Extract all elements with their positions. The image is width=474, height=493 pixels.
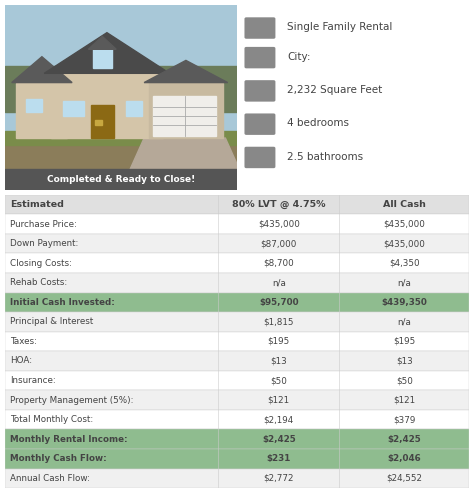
Text: 2,232 Square Feet: 2,232 Square Feet bbox=[287, 85, 383, 95]
Text: Property Management (5%):: Property Management (5%): bbox=[10, 395, 134, 405]
Text: Single Family Rental: Single Family Rental bbox=[287, 22, 392, 32]
Bar bbox=[154, 96, 216, 136]
Text: $195: $195 bbox=[393, 337, 415, 346]
Bar bbox=[5, 429, 469, 449]
Text: HOA:: HOA: bbox=[10, 356, 32, 365]
Text: $24,552: $24,552 bbox=[386, 474, 422, 483]
Text: $50: $50 bbox=[270, 376, 287, 385]
Bar bbox=[5, 449, 469, 468]
Text: $13: $13 bbox=[271, 356, 287, 365]
Text: Insurance:: Insurance: bbox=[10, 376, 56, 385]
FancyBboxPatch shape bbox=[245, 17, 275, 39]
Bar bbox=[5, 332, 469, 351]
Text: n/a: n/a bbox=[397, 317, 411, 326]
Text: $2,046: $2,046 bbox=[387, 454, 421, 463]
Bar bbox=[51, 73, 163, 138]
Bar bbox=[93, 49, 111, 68]
Text: Initial Cash Invested:: Initial Cash Invested: bbox=[10, 298, 115, 307]
Bar bbox=[5, 169, 237, 190]
Bar bbox=[5, 135, 237, 190]
Text: Taxes:: Taxes: bbox=[10, 337, 37, 346]
Text: Down Payment:: Down Payment: bbox=[10, 239, 79, 248]
Bar bbox=[5, 195, 469, 214]
Bar bbox=[91, 105, 114, 138]
Bar bbox=[126, 101, 142, 116]
Text: n/a: n/a bbox=[272, 278, 286, 287]
Bar bbox=[149, 82, 223, 138]
Text: $435,000: $435,000 bbox=[383, 239, 425, 248]
Bar bbox=[95, 120, 101, 125]
Bar bbox=[5, 390, 469, 410]
Polygon shape bbox=[121, 138, 248, 190]
Bar bbox=[5, 273, 469, 292]
Polygon shape bbox=[144, 61, 228, 82]
Text: Purchase Price:: Purchase Price: bbox=[10, 219, 77, 229]
Bar bbox=[5, 312, 469, 332]
Text: City:: City: bbox=[287, 52, 311, 62]
Text: $231: $231 bbox=[266, 454, 291, 463]
Bar bbox=[16, 82, 67, 138]
Text: Completed & Ready to Close!: Completed & Ready to Close! bbox=[47, 175, 195, 184]
Text: $2,425: $2,425 bbox=[262, 435, 296, 444]
Bar bbox=[5, 468, 469, 488]
Bar bbox=[5, 214, 469, 234]
Text: $2,425: $2,425 bbox=[387, 435, 421, 444]
Text: $8,700: $8,700 bbox=[264, 259, 294, 268]
Text: $1,815: $1,815 bbox=[264, 317, 294, 326]
Text: Monthly Rental Income:: Monthly Rental Income: bbox=[10, 435, 128, 444]
Bar bbox=[5, 292, 469, 312]
Text: $50: $50 bbox=[396, 376, 413, 385]
FancyBboxPatch shape bbox=[245, 47, 275, 69]
Text: $13: $13 bbox=[396, 356, 412, 365]
Text: 2.5 bathrooms: 2.5 bathrooms bbox=[287, 151, 364, 162]
Text: $195: $195 bbox=[268, 337, 290, 346]
Text: $4,350: $4,350 bbox=[389, 259, 419, 268]
Bar bbox=[5, 5, 237, 138]
Text: n/a: n/a bbox=[397, 278, 411, 287]
Text: $435,000: $435,000 bbox=[258, 219, 300, 229]
Polygon shape bbox=[88, 36, 116, 49]
Text: Principal & Interest: Principal & Interest bbox=[10, 317, 93, 326]
Bar bbox=[5, 66, 237, 112]
Text: Estimated: Estimated bbox=[10, 200, 64, 209]
Text: $121: $121 bbox=[268, 395, 290, 405]
Text: $121: $121 bbox=[393, 395, 415, 405]
Text: $435,000: $435,000 bbox=[383, 219, 425, 229]
Polygon shape bbox=[44, 33, 170, 73]
Text: Annual Cash Flow:: Annual Cash Flow: bbox=[10, 474, 90, 483]
Text: $2,194: $2,194 bbox=[264, 415, 294, 424]
Text: $87,000: $87,000 bbox=[261, 239, 297, 248]
Bar bbox=[5, 410, 469, 429]
FancyBboxPatch shape bbox=[245, 113, 275, 135]
Text: Monthly Cash Flow:: Monthly Cash Flow: bbox=[10, 454, 107, 463]
Text: 80% LVT @ 4.75%: 80% LVT @ 4.75% bbox=[232, 200, 326, 209]
Bar bbox=[5, 131, 237, 145]
Polygon shape bbox=[12, 57, 72, 82]
FancyBboxPatch shape bbox=[245, 80, 275, 102]
Text: $95,700: $95,700 bbox=[259, 298, 299, 307]
Bar bbox=[5, 371, 469, 390]
Text: Closing Costs:: Closing Costs: bbox=[10, 259, 73, 268]
Bar bbox=[5, 253, 469, 273]
Text: $379: $379 bbox=[393, 415, 415, 424]
Text: $439,350: $439,350 bbox=[381, 298, 427, 307]
Text: Total Monthly Cost:: Total Monthly Cost: bbox=[10, 415, 93, 424]
Bar bbox=[5, 234, 469, 253]
FancyBboxPatch shape bbox=[245, 147, 275, 168]
Text: Rehab Costs:: Rehab Costs: bbox=[10, 278, 68, 287]
Text: $2,772: $2,772 bbox=[264, 474, 294, 483]
Text: 4 bedrooms: 4 bedrooms bbox=[287, 118, 349, 128]
Bar bbox=[26, 99, 42, 112]
Bar bbox=[5, 351, 469, 371]
Bar bbox=[63, 101, 84, 116]
Text: All Cash: All Cash bbox=[383, 200, 426, 209]
